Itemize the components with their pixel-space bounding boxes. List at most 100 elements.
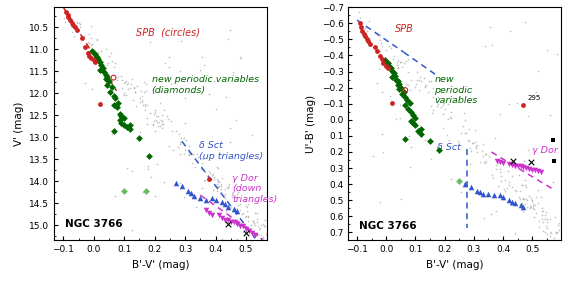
Point [491,162,500,167]
Point [376,54,385,58]
Point [176,136,185,141]
Point [233,190,242,195]
Point [188,194,197,199]
Point [396,85,405,90]
X-axis label: B'-V' (mag): B'-V' (mag) [132,260,189,270]
Point [481,151,490,156]
Point [446,110,455,114]
Point [101,46,111,51]
Point [202,207,211,212]
Point [253,216,262,221]
Point [466,149,475,154]
Point [417,127,426,132]
Point [196,196,205,200]
Point [250,221,259,226]
Point [536,195,545,200]
Point [462,131,471,136]
Point [214,213,223,218]
Point [521,197,530,202]
Point [490,136,499,140]
Point [152,120,161,124]
Point [555,221,564,226]
Point [251,222,260,227]
Point [376,48,385,53]
Point [150,107,160,112]
Point [356,21,365,26]
Point [539,219,548,224]
Point [380,58,389,62]
Point [378,131,387,136]
Point [213,166,222,171]
Point [210,176,219,181]
Point [420,76,429,81]
Point [411,116,420,120]
Point [70,34,79,39]
Point [103,74,112,79]
Point [471,140,480,145]
Point [464,127,473,131]
Point [145,111,154,115]
Point [120,92,129,97]
Point [535,218,544,223]
Point [502,186,511,191]
Point [393,58,402,63]
Point [524,114,533,118]
Point [408,113,417,117]
Point [155,124,164,128]
Point [71,24,80,29]
Point [130,90,139,94]
Point [64,15,73,20]
Point [414,87,424,92]
Point [366,42,375,46]
Point [129,84,139,89]
Point [197,161,206,166]
Point [415,74,424,79]
Point [142,81,151,86]
Point [540,230,549,234]
Point [126,127,135,131]
Point [392,63,401,68]
Point [243,219,253,223]
Point [504,162,514,166]
Point [487,211,496,216]
Point [221,186,230,191]
Point [473,149,482,154]
Point [243,209,252,213]
Point [106,89,115,94]
Point [376,41,385,46]
Point [499,187,508,192]
Point [148,123,157,127]
Point [151,110,160,114]
Point [467,89,476,93]
Point [469,140,478,145]
Point [405,134,414,138]
Point [138,94,147,98]
Point [149,119,158,124]
Text: γ Dor: γ Dor [532,146,558,155]
Point [543,48,552,52]
Point [386,45,396,50]
Point [421,85,430,90]
Point [376,33,385,37]
Point [527,198,536,202]
Point [142,103,152,108]
Point [144,153,153,158]
Point [519,196,528,200]
Point [420,84,429,89]
Text: δ Sct
(up triangles): δ Sct (up triangles) [199,141,263,161]
Point [91,52,100,57]
Point [446,177,455,181]
Point [433,101,442,106]
Point [412,69,421,74]
Point [517,183,526,187]
Point [204,176,213,181]
Point [104,54,113,59]
Point [233,192,242,197]
Point [385,94,394,99]
Point [176,181,185,185]
Point [67,30,76,34]
Point [126,122,135,127]
Point [534,169,543,174]
Point [453,139,462,144]
Point [253,232,262,236]
